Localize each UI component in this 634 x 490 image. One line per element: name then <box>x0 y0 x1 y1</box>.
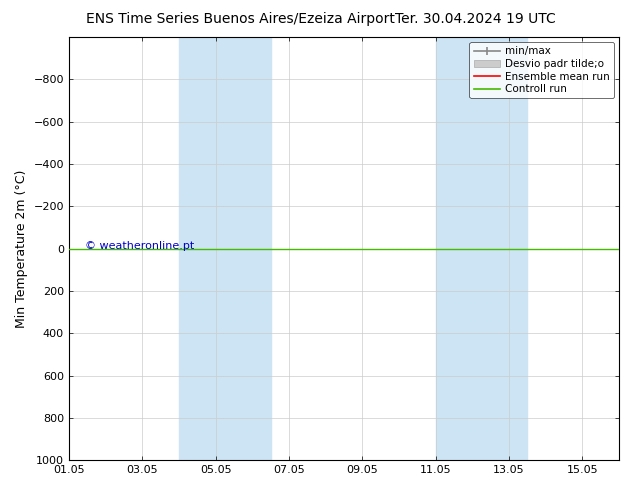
Y-axis label: Min Temperature 2m (°C): Min Temperature 2m (°C) <box>15 170 28 328</box>
Bar <box>179 37 271 460</box>
Text: ENS Time Series Buenos Aires/Ezeiza Airport: ENS Time Series Buenos Aires/Ezeiza Airp… <box>86 12 396 26</box>
Text: © weatheronline.pt: © weatheronline.pt <box>86 242 195 251</box>
Bar <box>436 37 527 460</box>
Legend: min/max, Desvio padr tilde;o, Ensemble mean run, Controll run: min/max, Desvio padr tilde;o, Ensemble m… <box>469 42 614 98</box>
Text: Ter. 30.04.2024 19 UTC: Ter. 30.04.2024 19 UTC <box>395 12 556 26</box>
